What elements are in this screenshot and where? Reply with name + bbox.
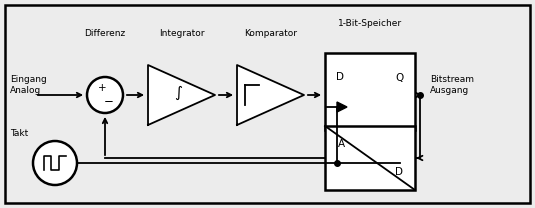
Text: Eingang
Analog: Eingang Analog xyxy=(10,75,47,95)
Text: −: − xyxy=(104,95,114,109)
Text: Komparator: Komparator xyxy=(244,28,297,37)
Circle shape xyxy=(87,77,123,113)
Text: A: A xyxy=(338,139,345,149)
Text: 1-Bit-Speicher: 1-Bit-Speicher xyxy=(338,19,402,27)
Polygon shape xyxy=(337,102,347,112)
Text: Bitstream
Ausgang: Bitstream Ausgang xyxy=(430,75,474,95)
Polygon shape xyxy=(237,65,304,125)
Text: Q: Q xyxy=(396,73,404,83)
Text: Differenz: Differenz xyxy=(85,28,126,37)
Text: 1-Bit-DAC: 1-Bit-DAC xyxy=(348,111,392,120)
Bar xyxy=(325,53,415,130)
Circle shape xyxy=(33,141,77,185)
Text: D: D xyxy=(395,167,403,177)
Text: Integrator: Integrator xyxy=(159,28,204,37)
Polygon shape xyxy=(148,65,215,125)
Text: Takt: Takt xyxy=(10,129,28,137)
Text: D: D xyxy=(336,73,344,83)
Text: ∫: ∫ xyxy=(174,85,182,100)
Bar xyxy=(325,126,415,190)
Text: +: + xyxy=(98,83,106,93)
